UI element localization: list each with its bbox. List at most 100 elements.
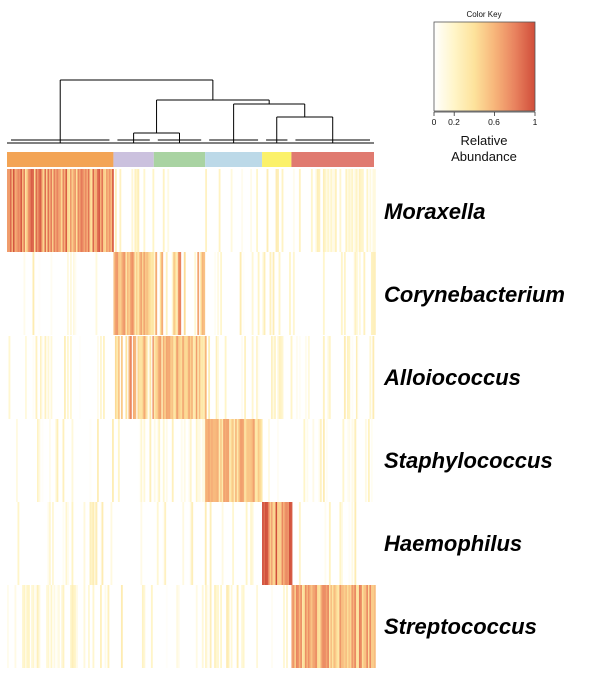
heatmap-cell (143, 252, 146, 335)
heatmap-cell (340, 252, 343, 335)
heatmap-cell (370, 252, 373, 335)
heatmap-cell (198, 336, 201, 419)
heatmap-cell (37, 585, 39, 668)
row-label-moraxella: Moraxella (384, 199, 486, 224)
heatmap-cell (324, 169, 327, 252)
heatmap-cell (355, 585, 358, 668)
heatmap-cell (342, 585, 345, 668)
heatmap-cell (363, 585, 366, 668)
heatmap-cell (227, 419, 230, 502)
heatmap-cell (277, 169, 279, 252)
heatmap-cell (232, 419, 235, 502)
heatmap-cell (250, 169, 253, 252)
heatmap-cell (280, 336, 282, 419)
color-key-axis (433, 111, 536, 116)
heatmap-cell (100, 585, 102, 668)
heatmap-cell (138, 252, 141, 335)
heatmap-cell (162, 419, 165, 502)
heatmap-cell (287, 502, 290, 585)
heatmap-cell (46, 585, 48, 668)
heatmap-cell (357, 169, 360, 252)
heatmap-cell (303, 419, 306, 502)
heatmap-cell (289, 252, 291, 335)
heatmap-cell (361, 585, 364, 668)
heatmap-cell (334, 585, 337, 668)
heatmap-cell (194, 336, 197, 419)
heatmap-cell (355, 169, 358, 252)
heatmap-cell (281, 502, 284, 585)
heatmap-cell (286, 585, 288, 668)
heatmap-cell (189, 502, 192, 585)
heatmap-cell (331, 585, 334, 668)
heatmap-cell (82, 169, 84, 252)
heatmap-cell (134, 169, 137, 252)
heatmap-cell (53, 169, 56, 252)
heatmap-cell (206, 419, 209, 502)
heatmap-cell (331, 169, 334, 252)
color-key-gradient (433, 21, 536, 112)
heatmap-cell (364, 585, 367, 668)
heatmap-cell (218, 419, 221, 502)
heatmap-cell (226, 419, 229, 502)
heatmap-row-streptococcus (7, 585, 376, 668)
heatmap-cell (188, 419, 191, 502)
heatmap-cell (65, 502, 68, 585)
heatmap-cell (28, 585, 30, 668)
heatmap-cell (103, 169, 105, 252)
heatmap-cell (200, 252, 203, 335)
heatmap-cell (16, 419, 18, 502)
heatmap-cell (355, 252, 358, 335)
heatmap-cell (349, 169, 352, 252)
heatmap-cell (83, 502, 86, 585)
heatmap-cell (183, 336, 186, 419)
heatmap-cell (239, 419, 242, 502)
heatmap-cell (73, 585, 75, 668)
heatmap-cell (125, 252, 128, 335)
heatmap-cell (117, 252, 120, 335)
heatmap-cell (165, 419, 168, 502)
heatmap-cell (348, 169, 351, 252)
heatmap-cell (330, 585, 333, 668)
heatmap-cell (354, 502, 357, 585)
heatmap-cell (322, 252, 325, 335)
heatmap-cell (141, 252, 144, 335)
heatmap-cell (214, 585, 217, 668)
heatmap-cell (177, 585, 180, 668)
heatmap-cell (131, 252, 134, 335)
heatmap-cell (152, 169, 155, 252)
heatmap-cell (352, 585, 355, 668)
heatmap-cell (94, 169, 96, 252)
heatmap-cell (251, 419, 254, 502)
heatmap-cell (97, 419, 99, 502)
heatmap-cell (58, 169, 60, 252)
heatmap-cell (146, 336, 149, 419)
heatmap-cell (300, 585, 303, 668)
heatmap-cell (372, 169, 375, 252)
heatmap-cell (325, 169, 328, 252)
heatmap-cell (129, 336, 132, 419)
heatmap-cell (120, 336, 123, 419)
heatmap-cell (336, 585, 339, 668)
heatmap-cell (143, 336, 146, 419)
heatmap-cell (346, 169, 349, 252)
heatmap-cell (358, 585, 361, 668)
heatmap-cell (23, 585, 26, 668)
heatmap-cell (22, 169, 24, 252)
heatmap-cell (159, 252, 162, 335)
heatmap-cell (89, 419, 92, 502)
heatmap-cell (235, 419, 238, 502)
heatmap-cell (29, 169, 32, 252)
heatmap-cell (330, 169, 333, 252)
heatmap-cell (241, 169, 244, 252)
heatmap-cell (218, 169, 221, 252)
heatmap-cell (128, 252, 131, 335)
heatmap-cell (250, 502, 253, 585)
heatmap-cell (156, 502, 159, 585)
heatmap-cell (334, 169, 337, 252)
heatmap-cell (278, 336, 281, 419)
heatmap-cell (128, 336, 131, 419)
heatmap-cell (20, 169, 23, 252)
heatmap-cell (26, 585, 29, 668)
heatmap-cell (132, 252, 135, 335)
heatmap-row-staphylococcus (7, 419, 374, 502)
